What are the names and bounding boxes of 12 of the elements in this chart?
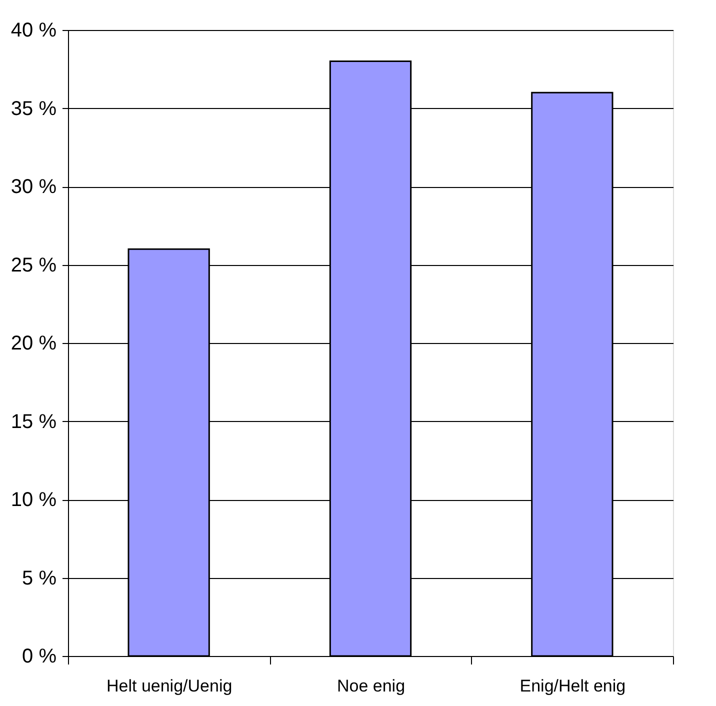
x-tick-label: Noe enig: [336, 676, 406, 696]
y-tick-label: 25 %: [10, 254, 57, 276]
y-tick-label: 35 %: [10, 98, 57, 120]
y-tick-label: 5 %: [22, 567, 57, 590]
y-tick-label: 40 %: [10, 20, 57, 42]
y-tick-label: 30 %: [10, 176, 57, 198]
y-tick-label: 0 %: [22, 646, 57, 668]
y-tick-label: 15 %: [10, 410, 57, 433]
x-tick-label: Enig/Helt enig: [520, 676, 626, 696]
x-tick-label: Helt uenig/Uenig: [106, 676, 232, 696]
y-tick-label: 10 %: [10, 489, 57, 511]
y-tick-label: 20 %: [10, 332, 57, 354]
